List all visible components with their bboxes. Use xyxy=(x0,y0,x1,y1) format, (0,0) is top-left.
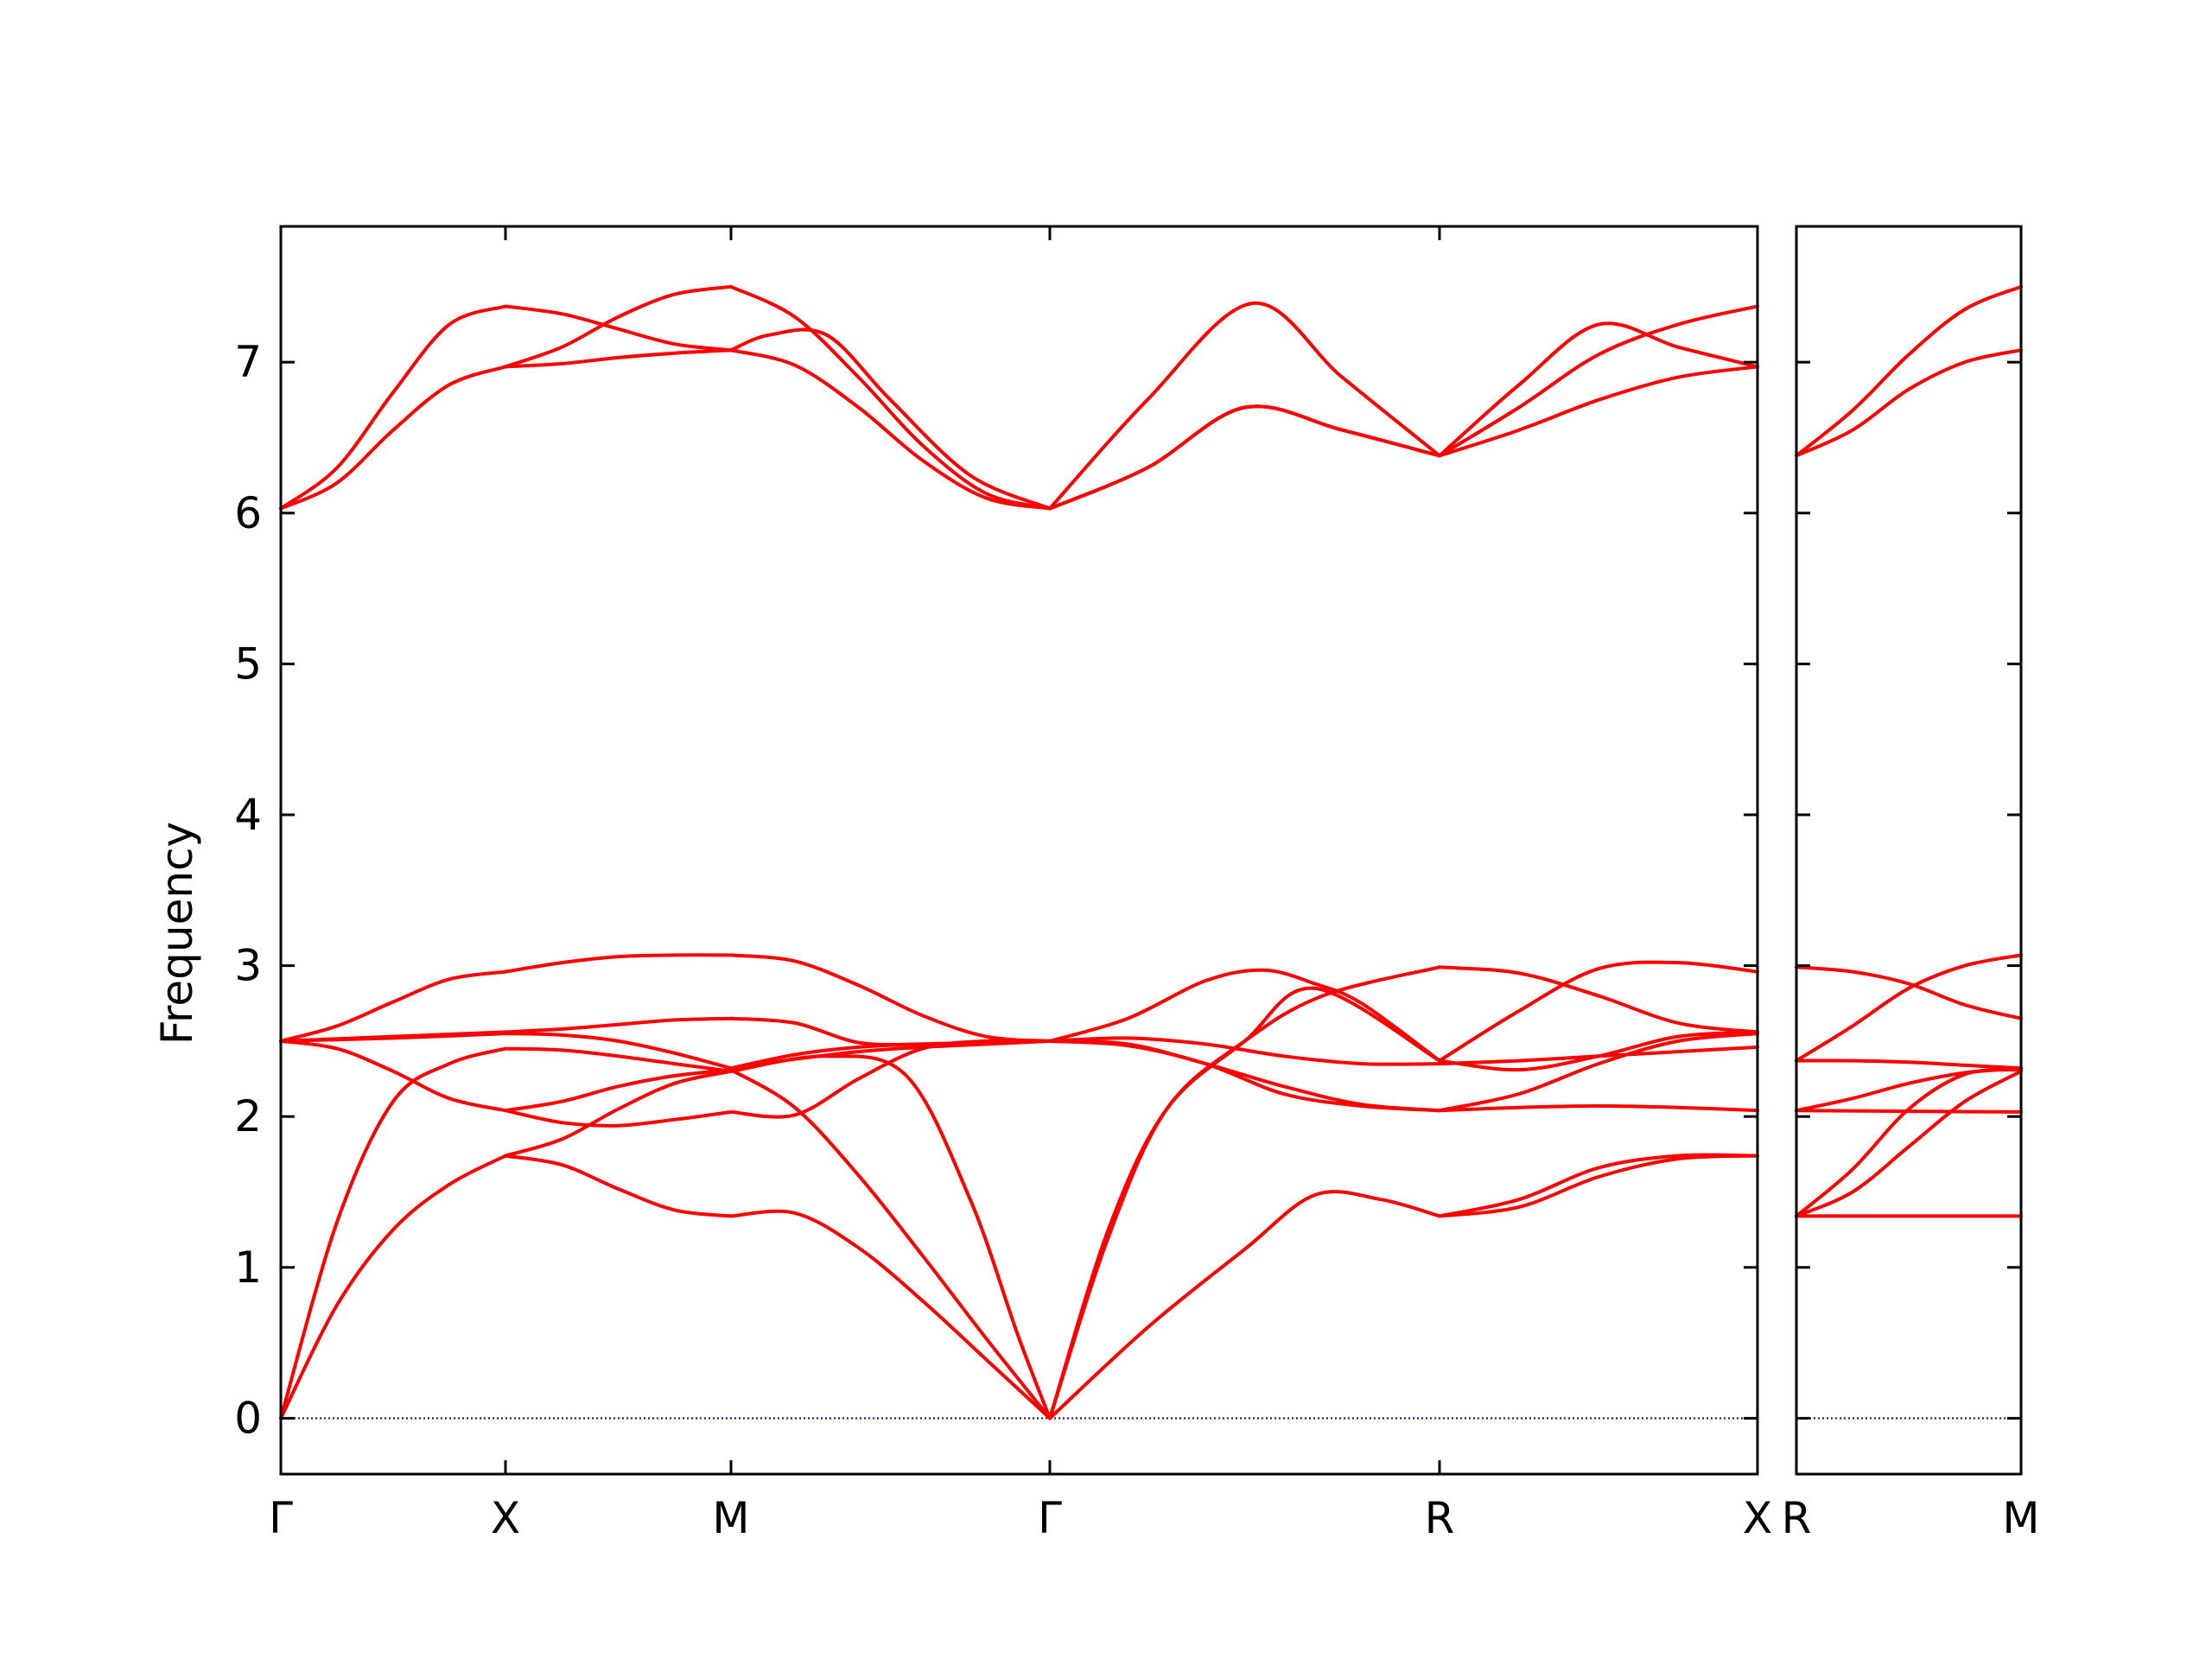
x-tick-label: Γ xyxy=(269,1493,293,1543)
band-line xyxy=(1048,1036,1441,1066)
band-line xyxy=(729,1039,1052,1119)
band-line xyxy=(1795,1109,2023,1114)
band-line xyxy=(279,1039,507,1113)
band-line xyxy=(729,1054,1052,1421)
band-line xyxy=(504,953,733,974)
x-tick-label: M xyxy=(2002,1493,2039,1543)
band-line xyxy=(504,348,733,369)
band-line xyxy=(729,327,1052,511)
y-tick-label: 2 xyxy=(234,1091,262,1141)
band-line xyxy=(1795,1066,2023,1113)
band-line xyxy=(279,1030,507,1043)
band-line xyxy=(1438,304,1759,458)
y-tick-label: 3 xyxy=(234,941,262,991)
band-line xyxy=(1048,1039,1441,1113)
y-tick-label: 0 xyxy=(234,1393,262,1443)
x-tick-label: R xyxy=(1425,1493,1455,1543)
band-line xyxy=(1048,986,1441,1421)
band-line xyxy=(1795,1068,2023,1218)
band-line xyxy=(729,1016,1052,1047)
x-tick-label: R xyxy=(1782,1493,1812,1543)
band-line xyxy=(1438,965,1759,1034)
band-line xyxy=(279,969,507,1043)
x-tick-label: X xyxy=(1743,1493,1772,1543)
band-line xyxy=(1438,1104,1759,1113)
band-line xyxy=(504,1032,733,1071)
band-line xyxy=(504,284,733,369)
band-line xyxy=(1795,965,2023,1020)
y-tick-label: 1 xyxy=(234,1243,262,1293)
band-line xyxy=(1048,1190,1441,1421)
band-line xyxy=(504,1069,733,1158)
band-line xyxy=(729,953,1052,1043)
band-line xyxy=(1795,348,2023,458)
band-line xyxy=(1438,1030,1759,1072)
plot-frame xyxy=(1795,225,2023,1476)
main-panel: 0 1 2 3 4 5 6 7 Γ X M Γ R X xyxy=(234,225,1772,1543)
y-axis-label: Frequency xyxy=(152,822,202,1045)
band-line xyxy=(729,1068,1052,1421)
band-line xyxy=(729,348,1052,511)
band-line xyxy=(1438,365,1759,458)
y-tick-label: 4 xyxy=(234,790,262,840)
y-tick-label: 5 xyxy=(234,639,262,689)
y-tick-label: 7 xyxy=(234,337,262,387)
band-line xyxy=(1438,321,1759,458)
band-line xyxy=(1795,1069,2023,1218)
band-line xyxy=(504,1046,733,1073)
x-tick-label: Γ xyxy=(1038,1493,1062,1543)
band-line xyxy=(504,1068,733,1113)
band-line xyxy=(279,1046,507,1421)
band-line xyxy=(1048,965,1441,1421)
band-line xyxy=(1795,1058,2023,1071)
band-line xyxy=(1048,968,1441,1063)
band-line xyxy=(1438,960,1759,1063)
band-line xyxy=(279,304,507,511)
band-line xyxy=(1048,404,1441,511)
band-line xyxy=(1048,404,1441,511)
x-tick-label: X xyxy=(491,1493,520,1543)
band-line xyxy=(1048,301,1441,511)
band-line xyxy=(504,304,733,353)
band-line xyxy=(1795,953,2023,1063)
y-tick-label: 6 xyxy=(234,488,262,538)
band-line xyxy=(279,1154,507,1421)
band-line xyxy=(504,1154,733,1218)
band-line xyxy=(279,365,507,511)
band-line xyxy=(504,1016,733,1034)
band-line xyxy=(729,284,1052,511)
plot-frame xyxy=(279,225,1759,1476)
band-line xyxy=(1438,1032,1759,1113)
band-line xyxy=(1438,1153,1759,1218)
x-tick-label: M xyxy=(712,1493,749,1543)
band-line xyxy=(729,1209,1052,1421)
band-line xyxy=(504,1109,733,1128)
band-line xyxy=(1795,284,2023,458)
